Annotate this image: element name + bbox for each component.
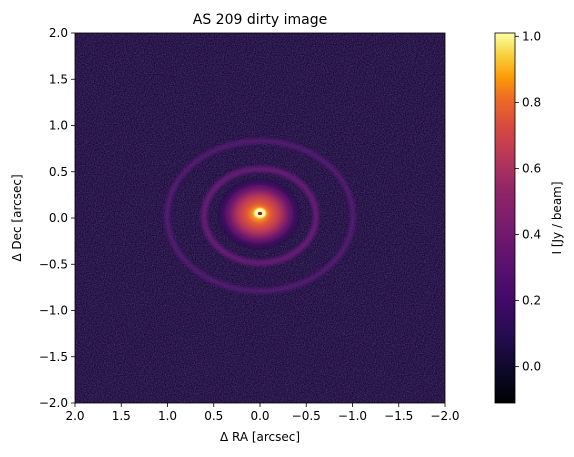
y-tick-label: 0.0 xyxy=(49,211,68,225)
x-tick-label: 2.0 xyxy=(65,409,84,423)
x-tick-label: 0.5 xyxy=(204,409,223,423)
x-tick-label: 1.5 xyxy=(112,409,131,423)
y-tick-label: −1.0 xyxy=(39,304,68,318)
chart-title: AS 209 dirty image xyxy=(193,12,327,28)
x-tick-label: −1.0 xyxy=(338,409,367,423)
x-tick-label: −0.5 xyxy=(292,409,321,423)
colorbar-tick-label: 1.0 xyxy=(522,29,541,43)
y-tick-label: 1.0 xyxy=(49,119,68,133)
x-axis: 2.0 1.5 1.0 0.5 0.0 −0.5 −1.0 −1.5 −2.0 xyxy=(65,403,460,423)
y-tick-label: −2.0 xyxy=(39,396,68,410)
y-tick-label: 2.0 xyxy=(49,26,68,40)
colorbar-tick-label: 0.6 xyxy=(522,161,541,175)
central-gap xyxy=(257,211,263,216)
x-tick-label: −1.5 xyxy=(384,409,413,423)
y-tick-label: −0.5 xyxy=(39,257,68,271)
colorbar xyxy=(494,32,516,404)
colorbar-label: I [Jy / beam] xyxy=(550,181,564,254)
x-tick-label: 1.0 xyxy=(158,409,177,423)
y-axis-label: Δ Dec [arcsec] xyxy=(10,174,24,261)
y-axis: 2.0 1.5 1.0 0.5 0.0 −0.5 −1.0 −1.5 −2.0 xyxy=(39,26,75,410)
x-tick-label: 0.0 xyxy=(250,409,269,423)
colorbar-tick-label: 0.0 xyxy=(522,360,541,374)
x-axis-label: Δ RA [arcsec] xyxy=(220,430,300,444)
image-area xyxy=(75,33,445,403)
outer-ring xyxy=(164,138,356,294)
x-tick-label: −2.0 xyxy=(430,409,459,423)
colorbar-tick-label: 0.4 xyxy=(522,228,541,242)
colorbar-tick-label: 0.8 xyxy=(522,95,541,109)
inner-ring xyxy=(201,166,319,266)
colorbar-tick-label: 0.2 xyxy=(522,294,541,308)
y-tick-label: 0.5 xyxy=(49,165,68,179)
y-tick-label: −1.5 xyxy=(39,350,68,364)
colorbar-axis: 0.0 0.2 0.4 0.6 0.8 1.0 xyxy=(515,29,541,374)
y-tick-label: 1.5 xyxy=(49,72,68,86)
